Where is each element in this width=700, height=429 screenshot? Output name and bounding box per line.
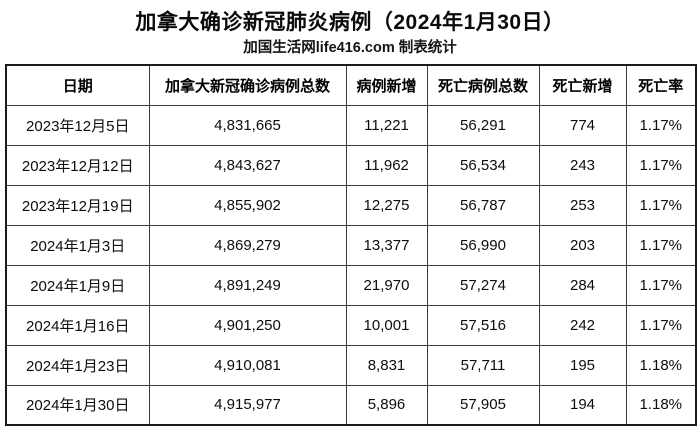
column-header-1: 加拿大新冠确诊病例总数	[148, 64, 347, 106]
value-cell: 4,901,250	[148, 304, 347, 346]
date-cell: 2024年1月3日	[5, 224, 150, 266]
table-body: 2023年12月5日 4,831,665 11,221 56,291 774 1.17% 2…	[5, 104, 697, 426]
date-cell: 2024年1月9日	[5, 264, 150, 306]
value-cell: 1.17%	[625, 184, 697, 226]
value-cell: 13,377	[345, 224, 428, 266]
table-row: 2024年1月23日 4,910,081 8,831 57,711 195 1.18%	[5, 344, 697, 386]
value-cell: 56,291	[426, 104, 540, 146]
page-subtitle: 加国生活网life416.com 制表统计	[243, 40, 457, 56]
table-row: 2024年1月9日 4,891,249 21,970 57,274 284 1.17%	[5, 264, 697, 306]
header-row: 日期 加拿大新冠确诊病例总数 病例新增 死亡病例总数 死亡新增 死亡率	[5, 64, 697, 106]
value-cell: 1.18%	[625, 344, 697, 386]
date-cell: 2023年12月5日	[5, 104, 150, 146]
value-cell: 12,275	[345, 184, 428, 226]
value-cell: 56,534	[426, 144, 540, 186]
table-row: 2024年1月3日 4,869,279 13,377 56,990 203 1.17%	[5, 224, 697, 266]
value-cell: 242	[538, 304, 627, 346]
value-cell: 1.17%	[625, 304, 697, 346]
column-header-5: 死亡率	[625, 64, 697, 106]
table-row: 2024年1月16日 4,901,250 10,001 57,516 242 1.17%	[5, 304, 697, 346]
value-cell: 4,831,665	[148, 104, 347, 146]
value-cell: 774	[538, 104, 627, 146]
date-cell: 2023年12月12日	[5, 144, 150, 186]
value-cell: 1.17%	[625, 264, 697, 306]
covid-table: 日期 加拿大新冠确诊病例总数 病例新增 死亡病例总数 死亡新增 死亡率 2023年12月5…	[5, 64, 697, 426]
value-cell: 57,274	[426, 264, 540, 306]
value-cell: 194	[538, 384, 627, 426]
table-row: 2024年1月30日 4,915,977 5,896 57,905 194 1.18%	[5, 384, 697, 426]
value-cell: 11,962	[345, 144, 428, 186]
table-row: 2023年12月12日 4,843,627 11,962 56,534 243 1.17%	[5, 144, 697, 186]
value-cell: 1.17%	[625, 104, 697, 146]
value-cell: 57,711	[426, 344, 540, 386]
value-cell: 284	[538, 264, 627, 306]
value-cell: 4,869,279	[148, 224, 347, 266]
table-header: 日期 加拿大新冠确诊病例总数 病例新增 死亡病例总数 死亡新增 死亡率	[5, 64, 697, 106]
value-cell: 4,915,977	[148, 384, 347, 426]
value-cell: 57,905	[426, 384, 540, 426]
value-cell: 11,221	[345, 104, 428, 146]
value-cell: 10,001	[345, 304, 428, 346]
value-cell: 1.17%	[625, 144, 697, 186]
table-row: 2023年12月5日 4,831,665 11,221 56,291 774 1.17%	[5, 104, 697, 146]
value-cell: 1.18%	[625, 384, 697, 426]
column-header-4: 死亡新增	[538, 64, 627, 106]
value-cell: 195	[538, 344, 627, 386]
date-cell: 2024年1月23日	[5, 344, 150, 386]
value-cell: 5,896	[345, 384, 428, 426]
value-cell: 56,990	[426, 224, 540, 266]
value-cell: 4,855,902	[148, 184, 347, 226]
value-cell: 21,970	[345, 264, 428, 306]
page-title: 加拿大确诊新冠肺炎病例（2024年1月30日）	[135, 11, 565, 34]
value-cell: 57,516	[426, 304, 540, 346]
column-header-3: 死亡病例总数	[426, 64, 540, 106]
date-cell: 2024年1月16日	[5, 304, 150, 346]
value-cell: 243	[538, 144, 627, 186]
value-cell: 4,891,249	[148, 264, 347, 306]
column-header-0: 日期	[5, 64, 150, 106]
table-row: 2023年12月19日 4,855,902 12,275 56,787 253 1.17%	[5, 184, 697, 226]
value-cell: 8,831	[345, 344, 428, 386]
value-cell: 4,910,081	[148, 344, 347, 386]
value-cell: 56,787	[426, 184, 540, 226]
column-header-2: 病例新增	[345, 64, 428, 106]
value-cell: 253	[538, 184, 627, 226]
value-cell: 4,843,627	[148, 144, 347, 186]
value-cell: 203	[538, 224, 627, 266]
date-cell: 2023年12月19日	[5, 184, 150, 226]
date-cell: 2024年1月30日	[5, 384, 150, 426]
value-cell: 1.17%	[625, 224, 697, 266]
